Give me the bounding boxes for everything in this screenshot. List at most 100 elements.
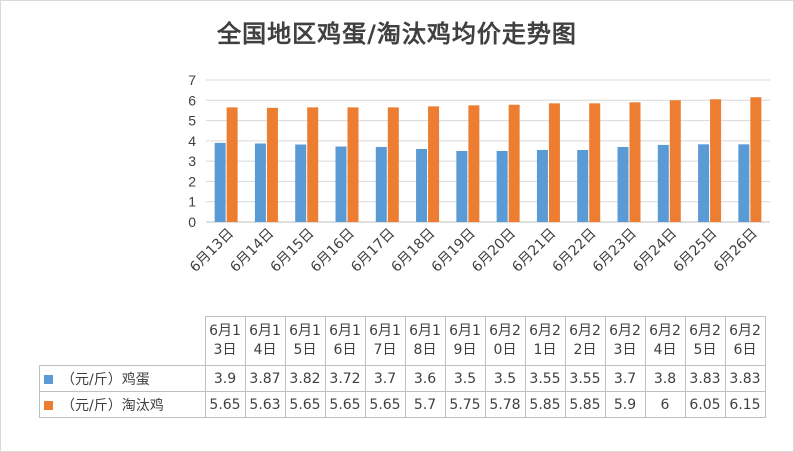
bar-egg-9: [577, 149, 589, 222]
y-tick-label: 2: [188, 173, 196, 189]
data-table-value-cell: 3.72: [324, 365, 366, 392]
bar-hen-12: [710, 99, 722, 222]
data-table-value-cell: 5.75: [444, 391, 486, 418]
bar-hen-3: [347, 107, 359, 222]
x-tick-label: 6月16日: [308, 226, 358, 276]
bar-hen-0: [226, 107, 238, 222]
bar-egg-13: [738, 144, 750, 222]
data-table-header-cell: 6月24日: [644, 316, 686, 366]
bar-hen-5: [428, 106, 440, 222]
data-table-value-cell: 6.05: [684, 391, 726, 418]
bar-egg-2: [295, 144, 307, 222]
data-table-header-row: 6月13日 6月14日 6月15日 6月16日 6月17日 6月18日 6月19日 6月20日…: [39, 316, 766, 366]
data-table-row-hen: （元/斤）淘汰鸡 5.65 5.63 5.65 5.65 5.65 5.7 5.75 5.78…: [39, 391, 766, 418]
data-table-value-cell: 5.7: [404, 391, 446, 418]
legend-label-egg: （元/斤）鸡蛋: [61, 371, 150, 388]
bar-hen-6: [468, 105, 480, 222]
data-table-header-cell: 6月26日: [724, 316, 766, 366]
x-tick-label: 6月24日: [630, 226, 680, 276]
bar-egg-1: [254, 143, 266, 222]
data-table-value-cell: 5.63: [244, 391, 286, 418]
y-tick-label: 0: [188, 214, 196, 230]
data-table: 6月13日 6月14日 6月15日 6月16日 6月17日 6月18日 6月19日 6月20日…: [39, 316, 766, 418]
data-table-value-cell: 5.85: [524, 391, 566, 418]
bar-egg-11: [657, 144, 669, 222]
data-table-value-cell: 3.5: [444, 365, 486, 392]
legend-egg: （元/斤）鸡蛋: [39, 365, 206, 392]
bar-egg-6: [456, 151, 468, 222]
data-table-value-cell: 3.55: [524, 365, 566, 392]
x-tick-label: 6月26日: [711, 226, 761, 276]
bar-hen-7: [508, 104, 520, 222]
y-tick-label: 6: [188, 92, 196, 108]
bar-hen-10: [629, 102, 641, 222]
data-table-header-cell: 6月23日: [604, 316, 646, 366]
data-table-header-cell: 6月22日: [564, 316, 606, 366]
data-table-value-cell: 5.65: [284, 391, 326, 418]
bar-egg-4: [375, 146, 387, 222]
data-table-value-cell: 3.83: [684, 365, 726, 392]
bar-hen-1: [266, 107, 278, 222]
bar-hen-2: [307, 107, 319, 222]
data-table-value-cell: 5.78: [484, 391, 526, 418]
legend-swatch-hen: [44, 401, 53, 410]
data-table-value-cell: 3.6: [404, 365, 446, 392]
data-table-row-egg: （元/斤）鸡蛋 3.9 3.87 3.82 3.72 3.7 3.6 3.5 3.5 3.55 3…: [39, 365, 766, 392]
bar-egg-7: [496, 151, 508, 222]
y-tick-label: 4: [188, 133, 196, 149]
data-table-value-cell: 3.55: [564, 365, 606, 392]
x-tick-label: 6月14日: [227, 226, 277, 276]
y-tick-label: 5: [188, 113, 196, 129]
data-table-corner: [39, 316, 206, 366]
x-tick-label: 6月19日: [429, 226, 479, 276]
bar-egg-5: [416, 148, 428, 222]
data-table-value-cell: 3.9: [204, 365, 246, 392]
bar-egg-12: [698, 144, 710, 222]
legend-hen: （元/斤）淘汰鸡: [39, 391, 206, 418]
x-tick-label: 6月15日: [268, 226, 318, 276]
x-tick-label: 6月23日: [590, 226, 640, 276]
data-table-value-cell: 3.8: [644, 365, 686, 392]
x-tick-label: 6月21日: [509, 226, 559, 276]
y-tick-label: 3: [188, 153, 196, 169]
x-tick-label: 6月25日: [670, 226, 720, 276]
data-table-header-cell: 6月13日: [204, 316, 246, 366]
data-table-value-cell: 3.83: [724, 365, 766, 392]
x-tick-label: 6月17日: [348, 226, 398, 276]
bar-hen-13: [750, 97, 762, 222]
data-table-value-cell: 3.7: [604, 365, 646, 392]
bar-hen-8: [548, 103, 560, 222]
x-tick-label: 6月20日: [469, 226, 519, 276]
x-tick-label: 6月18日: [388, 226, 438, 276]
data-table-value-cell: 5.65: [364, 391, 406, 418]
data-table-header-cell: 6月20日: [484, 316, 526, 366]
data-table-header-cell: 6月17日: [364, 316, 406, 366]
data-table-value-cell: 3.5: [484, 365, 526, 392]
legend-label-hen: （元/斤）淘汰鸡: [61, 397, 164, 414]
data-table-value-cell: 3.7: [364, 365, 406, 392]
bar-egg-8: [536, 149, 548, 222]
data-table-value-cell: 6.15: [724, 391, 766, 418]
data-table-header-cell: 6月21日: [524, 316, 566, 366]
data-table-value-cell: 6: [644, 391, 686, 418]
data-table-header-cell: 6月14日: [244, 316, 286, 366]
chart-title: 全国地区鸡蛋/淘汰鸡均价走势图: [217, 20, 577, 48]
data-table-header-cell: 6月18日: [404, 316, 446, 366]
bar-hen-9: [589, 103, 601, 222]
bar-egg-3: [335, 146, 347, 222]
data-table-value-cell: 3.87: [244, 365, 286, 392]
data-table-header-cell: 6月25日: [684, 316, 726, 366]
data-table-value-cell: 5.65: [204, 391, 246, 418]
data-table-header-cell: 6月19日: [444, 316, 486, 366]
data-table-value-cell: 5.65: [324, 391, 366, 418]
legend-swatch-egg: [44, 375, 53, 384]
x-tick-label: 6月13日: [187, 226, 237, 276]
data-table-header-cell: 6月15日: [284, 316, 326, 366]
x-tick-label: 6月22日: [550, 226, 600, 276]
data-table-header-cell: 6月16日: [324, 316, 366, 366]
data-table-value-cell: 5.85: [564, 391, 606, 418]
data-table-value-cell: 5.9: [604, 391, 646, 418]
y-tick-label: 7: [188, 72, 196, 88]
data-table-value-cell: 3.82: [284, 365, 326, 392]
